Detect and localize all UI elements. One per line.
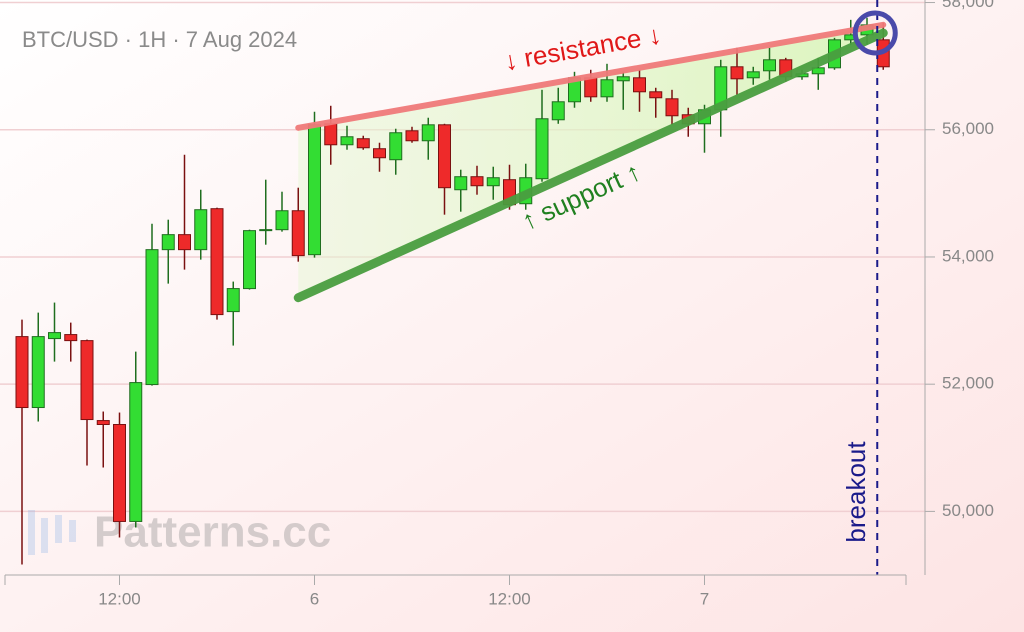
- candle-body: [389, 132, 403, 161]
- candle-body: [616, 76, 630, 82]
- candle-body: [96, 420, 110, 426]
- candle-body: [161, 234, 175, 251]
- x-tick-label: 7: [700, 589, 709, 608]
- candle-body: [324, 123, 338, 146]
- candle-body: [210, 208, 224, 316]
- resistance-line: [295, 21, 887, 131]
- candle-body: [535, 118, 549, 180]
- y-tick-label: 56,000: [942, 119, 994, 138]
- breakout-circle: [852, 10, 898, 56]
- candle-body: [243, 230, 256, 290]
- overlays: ↓ resistance ↓↑ support ↑breakout: [293, 0, 898, 575]
- candle-body: [340, 136, 354, 146]
- x-tick-label: 6: [310, 589, 319, 608]
- candle-body: [665, 98, 679, 117]
- candle-body: [308, 124, 321, 256]
- y-tick-label: 52,000: [942, 374, 994, 393]
- candle-body: [48, 332, 61, 340]
- candle-body: [194, 209, 208, 251]
- x-tick-label: 12:00: [98, 589, 141, 608]
- candle-body: [31, 336, 45, 409]
- y-tick-label: 58,000: [942, 0, 994, 11]
- candle-body: [746, 71, 760, 79]
- candle-body: [633, 77, 646, 93]
- candles: [15, 17, 890, 565]
- candle-body: [470, 176, 484, 187]
- candle-body: [421, 124, 435, 142]
- candle-body: [80, 340, 94, 421]
- candle-body: [649, 91, 663, 99]
- candle-body: [584, 77, 598, 98]
- candle-body: [356, 138, 370, 149]
- candle-body: [145, 249, 159, 386]
- candle-body: [486, 177, 500, 187]
- breakout-label: breakout: [841, 441, 871, 543]
- chart-title: BTC/USD · 1H · 7 Aug 2024: [22, 27, 297, 52]
- candle-body: [113, 424, 126, 522]
- candle-body: [438, 124, 451, 189]
- candle-body: [405, 130, 419, 142]
- candle-body: [551, 101, 565, 121]
- candle-body: [15, 336, 29, 409]
- candle-body: [763, 59, 776, 72]
- candle-body: [291, 210, 305, 257]
- candle-body: [178, 234, 191, 251]
- y-tick-label: 54,000: [942, 246, 994, 265]
- candle-body: [275, 210, 289, 231]
- candle-body: [811, 67, 825, 75]
- candle-body: [64, 334, 78, 342]
- candle-body: [454, 176, 468, 191]
- candle-body: [259, 229, 273, 232]
- x-tick-label: 12:00: [488, 589, 531, 608]
- candle-body: [600, 79, 614, 98]
- y-tick-label: 50,000: [942, 501, 994, 520]
- candle-body: [730, 66, 744, 80]
- support-line: [293, 28, 888, 303]
- candle-body: [226, 288, 240, 313]
- candle-body: [129, 382, 143, 522]
- candle-body: [373, 148, 386, 159]
